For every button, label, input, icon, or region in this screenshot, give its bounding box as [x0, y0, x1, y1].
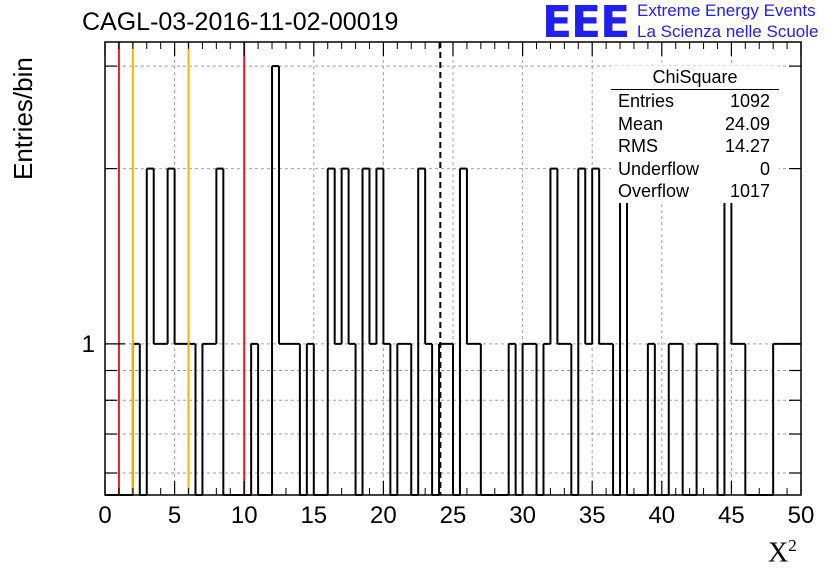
stats-box: ChiSquare Entries 1092 Mean 24.09 RMS 14.27 Un… [611, 66, 779, 203]
stats-row: Underflow 0 [611, 158, 779, 181]
stats-row: RMS 14.27 [611, 135, 779, 158]
stats-value: 0 [759, 158, 770, 179]
x-axis-label: X2 [768, 536, 797, 569]
x-tick-label: 40 [648, 502, 675, 529]
logo-mark: EEE [542, 0, 630, 48]
x-tick-label: 15 [300, 502, 327, 529]
stats-value: 14.27 [724, 136, 770, 157]
x-tick-label: 25 [440, 502, 467, 529]
logo-tagline-2: La Scienza nelle Scuole [637, 22, 819, 41]
stats-row: Entries 1092 [611, 90, 779, 113]
stats-label: RMS [618, 136, 658, 157]
y-axis-label: Entries/bin [8, 57, 38, 180]
x-tick-label: 50 [788, 502, 815, 529]
logo-tagline-1: Extreme Energy Events [637, 1, 816, 20]
reference-lines [117, 42, 442, 495]
stats-label: Mean [618, 113, 664, 134]
x-tick-label: 0 [98, 502, 111, 529]
stats-rows: Entries 1092 Mean 24.09 RMS 14.27 Underflow 0 Ov… [611, 90, 779, 203]
x-tick-label: 30 [509, 502, 536, 529]
stats-label: Overflow [618, 181, 690, 202]
x-tick-label: 45 [718, 502, 745, 529]
stats-value: 1017 [729, 181, 770, 202]
stats-label: Underflow [618, 158, 700, 179]
x-tick-label: 10 [231, 502, 258, 529]
axes: 0 5 10 15 20 25 30 35 40 45 50 1 [82, 41, 815, 529]
stats-title: ChiSquare [611, 66, 779, 90]
stats-label: Entries [618, 91, 675, 111]
x-tick-label: 5 [168, 502, 181, 529]
histogram-bars [105, 65, 801, 496]
stats-value: 1092 [729, 91, 770, 111]
y-tick-label: 1 [82, 331, 95, 358]
chart-title: CAGL-03-2016-11-02-00019 [82, 8, 399, 36]
x-axis-label-exponent: 2 [788, 536, 797, 555]
x-tick-label: 20 [370, 502, 397, 529]
stats-value: 24.09 [724, 113, 770, 134]
stats-row: Overflow 1017 [611, 180, 779, 203]
eee-logo: EEE Extreme Energy Events La Scienza nel… [542, 0, 832, 46]
stats-row: Mean 24.09 [611, 113, 779, 136]
x-tick-label: 35 [579, 502, 606, 529]
x-axis-label-symbol: X [768, 537, 789, 569]
